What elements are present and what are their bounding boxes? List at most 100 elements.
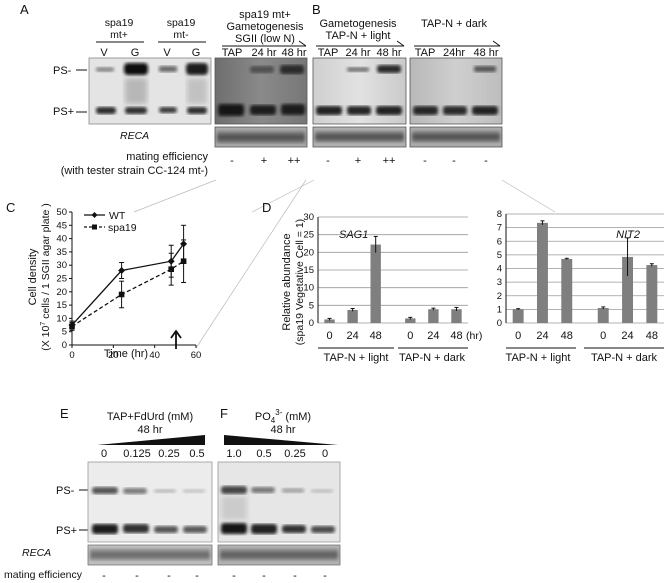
connector-lines [133,179,556,349]
sag1-bar [347,309,358,323]
nit2-y-tick-label: 7 [497,223,502,234]
gameto-title-line2: Gametogenesis [226,21,304,33]
nit2-y-tick-label: 4 [497,264,502,275]
reca-blot-phosphate [217,544,341,566]
sag1-bar-chart: 0 5 10 15 20 25 30 0 24 48 0 24 48 [303,212,468,342]
c-y-tick-label: 40 [56,234,67,245]
lane-label-24hr-dark: 24hr [443,47,465,59]
sag1-x-tick-label: 48 [450,330,462,342]
f-conc-2: 0.25 [284,448,305,460]
sag1-bar [324,319,335,323]
reca-blot-sgii [214,126,308,148]
f-title-line2: 48 hr [270,424,295,436]
mating-efficiency-label-e: mating efficiency [4,569,83,581]
sag1-x-tick-label: 0 [326,330,332,342]
lane-label-tap-light: TAP [318,47,339,59]
legend-spa19-label: spa19 [108,222,137,234]
legend-wt-marker [91,212,98,218]
mating-efficiency-label-a: mating efficiency [126,151,208,163]
f-gradient-wedge [224,435,338,445]
reca-label-e: RECA [22,547,51,559]
gene-label-nit2: NIT2 [616,229,640,241]
band-label-ps-minus-e: PS- [56,485,75,497]
nit2-x-tick-label: 0 [515,330,521,342]
mating-light-tap: - [326,155,330,167]
c-y-tick-label: 50 [56,207,67,218]
strain-label-mt-minus-1: spa19 [167,17,196,29]
sag1-x-tick-label: 0 [407,330,413,342]
light-title-line2: TAP-N + light [326,30,391,42]
nit2-y-tick-label: 8 [497,209,502,220]
gameto-title-line3: SGII (low N) [235,33,295,45]
sag1-bar [405,318,416,323]
band-label-ps-plus-a: PS+ [53,106,74,118]
c-y-tick-label: 15 [56,300,67,311]
c-ylabel-line2-g: (X 107 cells / 1 SGII agar plate ) [40,203,52,350]
c-ylabel-line2: (X 107 cells / 1 SGII agar plate ) [40,203,52,350]
nit2-y-tick-label: 5 [497,250,502,261]
c-y-tick-label: 10 [56,313,67,324]
nit2-x-tick-label: 0 [600,330,606,342]
gel-western-sgii [214,57,308,125]
mating-sgii-48hr: ++ [288,155,301,167]
mating-light-48hr: ++ [383,155,396,167]
time-arrow-head-light [396,40,405,47]
nit2-y-tick-label: 6 [497,236,502,247]
c-y-tick-label: 30 [56,260,67,271]
lane-label-48hr-dark: 48 hr [473,47,498,59]
lane-label-g2: G [192,47,201,59]
lane-label-g1: G [131,47,140,59]
c-y-tick-label: 0 [62,340,67,351]
panel-letter-c: C [6,200,15,215]
f-mating-2: - [293,570,297,582]
e-conc-1: 0.125 [123,448,151,460]
d-group-light-left: TAP-N + light [324,352,389,364]
f-title-line1: PO43- (mM) [255,408,311,425]
time-arrow-head-dark [492,40,501,47]
f-conc-1: 0.5 [256,448,271,460]
reca-blot-light [312,126,407,148]
panel-letter-d: D [262,200,271,215]
sag1-y-tick-label: 15 [303,265,314,276]
f-mating-0: - [232,570,236,582]
mating-sgii-tap: - [230,155,234,167]
c-ylabel-line1: Cell density [27,248,39,305]
e-mating-1: - [135,570,139,582]
c-xlabel: Time (hr) [104,348,148,360]
sag1-y-tick-label: 25 [303,230,314,241]
mating-light-24hr: + [355,155,361,167]
e-mating-2: - [167,570,171,582]
f-conc-0: 1.0 [226,448,241,460]
nit2-y-tick-label: 1 [497,304,502,315]
band-label-ps-minus-a: PS- [53,65,72,77]
tester-strain-label: (with tester strain CC-124 mt-) [61,165,208,177]
lane-label-24hr-sgii: 24 hr [251,47,276,59]
c-y-tick-label: 35 [56,247,67,258]
f-mating-3: - [323,570,327,582]
nit2-bar [536,222,548,323]
gene-label-sag1: SAG1 [339,229,368,241]
lane-label-48hr-sgii: 48 hr [281,47,306,59]
panel-letter-b: B [312,2,321,17]
strain-label-mt-plus-2: mt+ [110,29,128,41]
nit2-x-tick-label: 24 [536,330,548,342]
nit2-bar-chart: 0 1 2 3 4 5 6 7 8 0 24 48 0 24 48 [497,209,664,342]
d-ylabel-line2-g: (spa19 Vegetative Cell = 1) [294,219,306,345]
lane-label-tap-dark: TAP [415,47,436,59]
mating-dark-24hr: - [452,155,456,167]
c-point-spa19 [180,258,187,265]
e-conc-3: 0.5 [189,448,204,460]
nit2-bar [597,308,609,323]
c-legend: WT spa19 [84,210,137,234]
f-mating-1: - [262,570,266,582]
c-point-spa19 [69,323,75,330]
nit2-x-tick-label: 24 [621,330,633,342]
reca-blot-dark [409,126,503,148]
sag1-y-tick-label: 10 [303,283,314,294]
c-x-tick-label: 0 [69,350,74,361]
nit2-x-tick-label: 48 [646,330,658,342]
nit2-x-tick-label: 48 [561,330,573,342]
sag1-y-tick-label: 30 [303,212,314,223]
gameto-title-line1: spa19 mt+ [239,9,291,21]
e-conc-0: 0 [101,448,107,460]
